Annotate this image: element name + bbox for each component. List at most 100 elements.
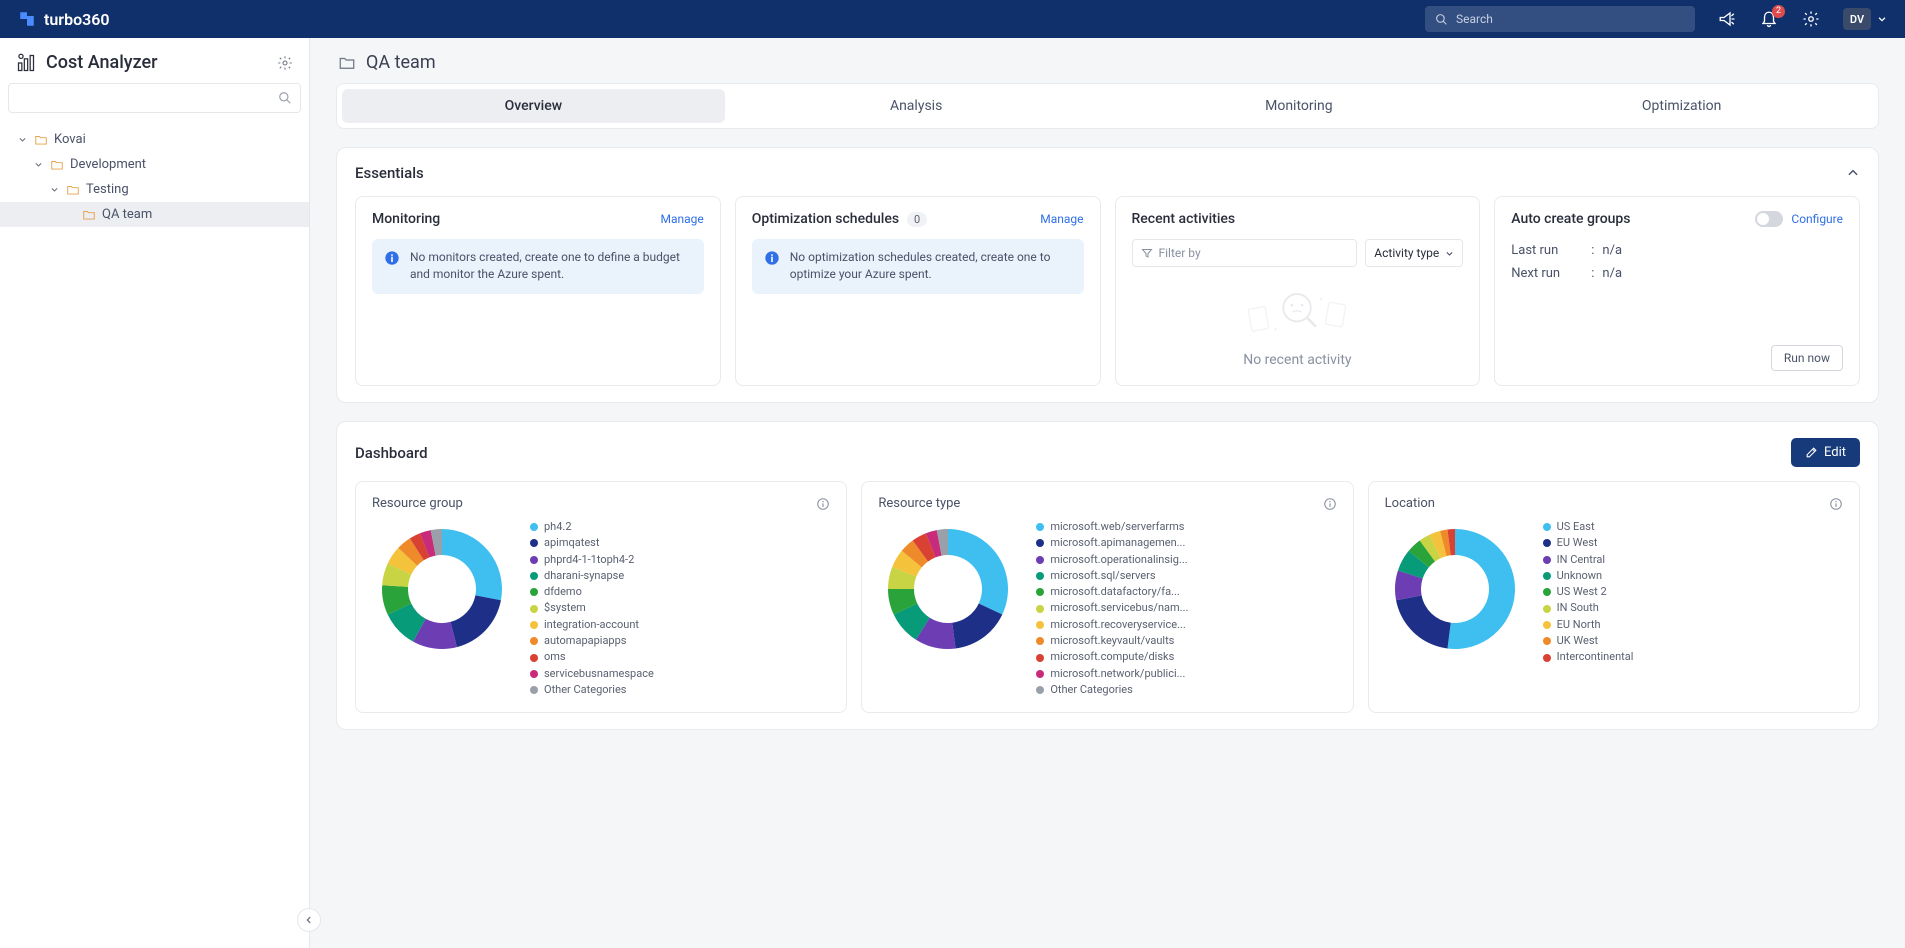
- legend-item[interactable]: IN Central: [1543, 552, 1843, 568]
- legend-item[interactable]: $system: [530, 600, 830, 616]
- tree-label: Development: [70, 157, 146, 172]
- tab-monitoring[interactable]: Monitoring: [1108, 89, 1491, 123]
- chevron-down-icon: [1877, 14, 1887, 24]
- main-content: QA team OverviewAnalysisMonitoringOptimi…: [310, 38, 1905, 948]
- legend-item[interactable]: microsoft.recoveryservice...: [1036, 617, 1336, 633]
- optimization-info: No optimization schedules created, creat…: [752, 239, 1084, 294]
- tree-item[interactable]: Testing: [0, 177, 309, 202]
- chart-info-icon[interactable]: [1323, 497, 1337, 511]
- legend-item[interactable]: apimqatest: [530, 535, 830, 551]
- tab-analysis[interactable]: Analysis: [725, 89, 1108, 123]
- legend-item[interactable]: EU North: [1543, 617, 1843, 633]
- legend-label: servicebusnamespace: [544, 667, 654, 681]
- donut-chart[interactable]: [372, 519, 512, 659]
- legend-item[interactable]: microsoft.keyvault/vaults: [1036, 633, 1336, 649]
- legend-item[interactable]: UK West: [1543, 633, 1843, 649]
- topbar: turbo360 2 DV: [0, 0, 1905, 38]
- legend-item[interactable]: US East: [1543, 519, 1843, 535]
- chart-info-icon[interactable]: [1829, 497, 1843, 511]
- info-icon: [764, 250, 780, 266]
- folder-icon: [66, 183, 80, 197]
- cost-analyzer-icon: [16, 53, 36, 73]
- legend-item[interactable]: IN South: [1543, 600, 1843, 616]
- legend-item[interactable]: integration-account: [530, 617, 830, 633]
- brand-icon: [18, 10, 36, 28]
- legend-item[interactable]: microsoft.compute/disks: [1036, 649, 1336, 665]
- legend-item[interactable]: microsoft.network/publici...: [1036, 666, 1336, 682]
- user-menu[interactable]: DV: [1843, 8, 1887, 30]
- sidebar-settings-icon[interactable]: [277, 55, 293, 71]
- chevron-down-icon: [50, 185, 59, 194]
- legend-item[interactable]: Intercontinental: [1543, 649, 1843, 665]
- notifications-icon[interactable]: 2: [1759, 9, 1779, 29]
- chart-card: Resource group ph4.2apimqatestphprd4-1-1t…: [355, 481, 847, 713]
- announcement-icon[interactable]: [1717, 9, 1737, 29]
- legend-item[interactable]: Unknown: [1543, 568, 1843, 584]
- global-search[interactable]: [1425, 6, 1695, 32]
- dashboard-edit-button[interactable]: Edit: [1791, 438, 1860, 467]
- tab-optimization[interactable]: Optimization: [1490, 89, 1873, 123]
- legend-item[interactable]: servicebusnamespace: [530, 666, 830, 682]
- tree-item[interactable]: Development: [0, 152, 309, 177]
- legend-item[interactable]: EU West: [1543, 535, 1843, 551]
- donut-chart[interactable]: [878, 519, 1018, 659]
- legend-item[interactable]: microsoft.servicebus/nam...: [1036, 600, 1336, 616]
- chart-title: Resource group: [372, 496, 816, 511]
- sidebar-search-input[interactable]: [17, 91, 278, 105]
- monitoring-title: Monitoring: [372, 211, 440, 227]
- activity-type-dropdown[interactable]: Activity type: [1365, 239, 1463, 267]
- legend-label: Other Categories: [1050, 683, 1132, 697]
- sidebar-collapse-button[interactable]: [297, 908, 321, 932]
- legend-item[interactable]: microsoft.operationalinsig...: [1036, 552, 1336, 568]
- activities-filter[interactable]: Filter by: [1132, 239, 1358, 267]
- tree-item[interactable]: Kovai: [0, 127, 309, 152]
- folder-icon: [338, 54, 356, 72]
- legend-item[interactable]: oms: [530, 649, 830, 665]
- autogroups-toggle[interactable]: [1755, 211, 1783, 227]
- legend-item[interactable]: microsoft.apimanagemen...: [1036, 535, 1336, 551]
- tree-item[interactable]: QA team: [0, 202, 309, 227]
- legend-item[interactable]: ph4.2: [530, 519, 830, 535]
- legend-item[interactable]: phprd4-1-1toph4-2: [530, 552, 830, 568]
- chart-info-icon[interactable]: [816, 497, 830, 511]
- brand-logo[interactable]: turbo360: [18, 10, 110, 29]
- chart-card: LocationUS EastEU WestIN CentralUnknownU…: [1368, 481, 1860, 713]
- legend-label: microsoft.keyvault/vaults: [1050, 634, 1174, 648]
- legend-item[interactable]: dfdemo: [530, 584, 830, 600]
- global-search-input[interactable]: [1456, 12, 1685, 26]
- tab-overview[interactable]: Overview: [342, 89, 725, 123]
- legend-item[interactable]: microsoft.web/serverfarms: [1036, 519, 1336, 535]
- legend-item[interactable]: automapapiapps: [530, 633, 830, 649]
- donut-chart[interactable]: [1385, 519, 1525, 659]
- folder-icon: [50, 158, 64, 172]
- legend-item[interactable]: microsoft.datafactory/fa...: [1036, 584, 1336, 600]
- legend-label: microsoft.compute/disks: [1050, 650, 1174, 664]
- brand-text: turbo360: [44, 10, 110, 29]
- chevron-down-icon: [34, 160, 43, 169]
- legend-label: Intercontinental: [1557, 650, 1634, 664]
- legend-label: microsoft.datafactory/fa...: [1050, 585, 1179, 599]
- chevron-down-icon: [18, 135, 27, 144]
- last-run-label: Last run: [1511, 243, 1591, 258]
- settings-icon[interactable]: [1801, 9, 1821, 29]
- legend-item[interactable]: US West 2: [1543, 584, 1843, 600]
- legend-label: microsoft.apimanagemen...: [1050, 536, 1185, 550]
- legend-label: integration-account: [544, 618, 639, 632]
- legend-item[interactable]: Other Categories: [1036, 682, 1336, 698]
- legend-item[interactable]: microsoft.sql/servers: [1036, 568, 1336, 584]
- sidebar-search[interactable]: [8, 83, 301, 113]
- autogroups-configure-link[interactable]: Configure: [1791, 212, 1843, 226]
- tab-bar: OverviewAnalysisMonitoringOptimization: [336, 83, 1879, 129]
- monitoring-card: Monitoring Manage No monitors created, c…: [355, 196, 721, 386]
- monitoring-manage-link[interactable]: Manage: [660, 212, 703, 226]
- next-run-value: n/a: [1602, 266, 1622, 281]
- chart-title: Location: [1385, 496, 1829, 511]
- legend-item[interactable]: Other Categories: [530, 682, 830, 698]
- essentials-collapse-button[interactable]: [1846, 166, 1860, 180]
- run-now-button[interactable]: Run now: [1771, 345, 1843, 371]
- optimization-count: 0: [907, 212, 927, 227]
- legend-item[interactable]: dharani-synapse: [530, 568, 830, 584]
- folder-icon: [82, 208, 96, 222]
- optimization-manage-link[interactable]: Manage: [1040, 212, 1083, 226]
- legend-label: automapapiapps: [544, 634, 626, 648]
